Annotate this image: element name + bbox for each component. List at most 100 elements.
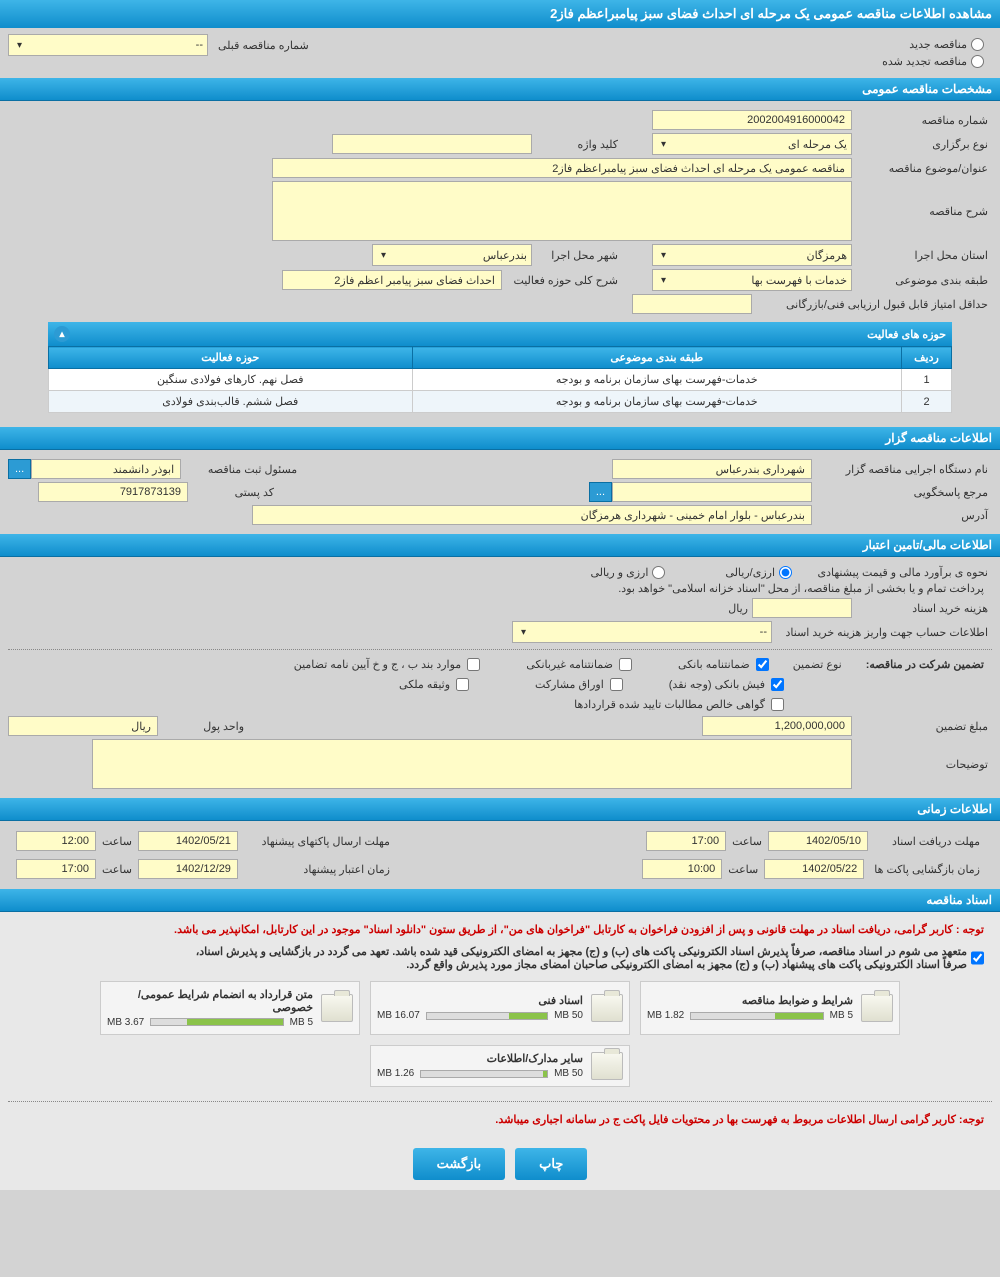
cb-property[interactable]: وثیقه ملکی: [399, 678, 469, 691]
cb-claims-label: گواهی خالص مطالبات تایید شده قراردادها: [574, 698, 765, 711]
city-value: بندرعباس: [483, 249, 527, 262]
cb-bonds[interactable]: اوراق مشارکت: [535, 678, 623, 691]
doc-used: 3.67 MB: [107, 1017, 144, 1028]
table-cell: خدمات-فهرست بهای سازمان برنامه و بودجه: [412, 391, 901, 413]
deadline-date: 1402/05/10: [768, 831, 868, 851]
folder-icon: [321, 994, 353, 1022]
desc-textarea[interactable]: [272, 181, 852, 241]
account-value: --: [760, 626, 767, 638]
section-docs: اسناد مناقصه: [0, 889, 1000, 912]
tender-no-label: شماره مناقصه: [852, 114, 992, 127]
progress-bar: [690, 1012, 823, 1020]
responder-label: مرجع پاسخگویی: [812, 486, 992, 499]
submit-date: 1402/05/21: [138, 831, 238, 851]
print-button[interactable]: چاپ: [515, 1148, 587, 1180]
time-label: ساعت: [732, 835, 762, 848]
collapse-icon[interactable]: ▴: [54, 326, 70, 342]
activity-desc-label: شرح کلی حوزه فعالیت: [502, 274, 622, 287]
back-button[interactable]: بازگشت: [413, 1148, 505, 1180]
chevron-down-icon: ▾: [13, 40, 22, 51]
doc-total: 5 MB: [290, 1017, 313, 1028]
guarantee-type-label: نوع تضمین: [777, 658, 858, 671]
category-select[interactable]: خدمات با فهرست بها▾: [652, 269, 852, 291]
cost-unit: ریال: [724, 602, 752, 615]
org-name-label: نام دستگاه اجرایی مناقصه گزار: [812, 463, 992, 476]
validity-label: زمان اعتبار پیشنهاد: [244, 863, 394, 876]
cb-nonbank-label: ضمانتنامه غیربانکی: [526, 658, 613, 671]
open-time: 10:00: [642, 859, 722, 879]
radio-renewed-label: مناقصه تجدید شده: [882, 55, 967, 68]
activity-table: ردیف طبقه بندی موضوعی حوزه فعالیت 1خدمات…: [48, 346, 952, 413]
activity-table-title: حوزه های فعالیت: [867, 328, 946, 341]
hold-type-select[interactable]: یک مرحله ای▾: [652, 133, 852, 155]
radio-new-label: مناقصه جدید: [909, 38, 967, 51]
responder-field[interactable]: [612, 482, 812, 502]
keyword-field[interactable]: [332, 134, 532, 154]
account-select[interactable]: --▾: [512, 621, 772, 643]
prev-num-label: شماره مناقصه قبلی: [214, 39, 313, 52]
activity-desc-field: احداث فضای سبز پیامبر اعظم فاز2: [282, 270, 502, 290]
doc-card[interactable]: متن قرارداد به انضمام شرایط عمومی/خصوصی 5…: [100, 981, 360, 1035]
cb-nonbank[interactable]: ضمانتنامه غیربانکی: [526, 658, 632, 671]
category-value: خدمات با فهرست بها: [751, 274, 847, 287]
doc-used: 1.82 MB: [647, 1010, 684, 1021]
table-cell: فصل ششم. قالب‌بندی فولادی: [49, 391, 413, 413]
docs-warning2a: متعهد می شوم در اسناد مناقصه، صرفاً پذیر…: [196, 945, 967, 958]
doc-total: 50 MB: [554, 1010, 583, 1021]
progress-bar: [426, 1012, 548, 1020]
radio-new[interactable]: مناقصه جدید: [780, 38, 984, 51]
table-cell: 2: [902, 391, 952, 413]
cb-bonds-label: اوراق مشارکت: [535, 678, 604, 691]
folder-icon: [591, 994, 623, 1022]
time-label: ساعت: [102, 863, 132, 876]
opt-r-label: ارزی و ریالی: [590, 566, 648, 579]
chevron-down-icon: ▾: [377, 250, 386, 261]
responder-more-button[interactable]: ...: [589, 482, 612, 502]
time-label: ساعت: [102, 835, 132, 848]
doc-total: 50 MB: [554, 1068, 583, 1079]
col-category: طبقه بندی موضوعی: [412, 347, 901, 369]
account-label: اطلاعات حساب جهت واریز هزینه خرید اسناد: [772, 626, 992, 639]
registrar-more-button[interactable]: ...: [8, 459, 31, 479]
table-cell: خدمات-فهرست بهای سازمان برنامه و بودجه: [412, 369, 901, 391]
table-row: 2خدمات-فهرست بهای سازمان برنامه و بودجهف…: [49, 391, 952, 413]
radio-r[interactable]: ارزی و ریالی: [590, 566, 665, 579]
address-label: آدرس: [812, 509, 992, 522]
category-label: طبقه بندی موضوعی: [852, 274, 992, 287]
doc-card[interactable]: سایر مدارک/اطلاعات50 MB1.26 MB: [370, 1045, 630, 1087]
doc-card[interactable]: اسناد فنی50 MB16.07 MB: [370, 981, 630, 1035]
amount-label: مبلغ تضمین: [852, 720, 992, 733]
city-label: شهر محل اجرا: [532, 249, 622, 262]
prev-num-select[interactable]: --▾: [8, 34, 208, 56]
min-score-label: حداقل امتیاز قابل قبول ارزیابی فنی/بازرگ…: [752, 298, 992, 311]
min-score-field[interactable]: [632, 294, 752, 314]
cb-bhj-label: موارد بند ب ، ج و خ آیین نامه تضامین: [294, 658, 461, 671]
deadline-label: مهلت دریافت اسناد: [874, 835, 984, 848]
address-field: بندرعباس - بلوار امام خمینی - شهرداری هر…: [252, 505, 812, 525]
deadline-time: 17:00: [646, 831, 726, 851]
commitment-checkbox[interactable]: [971, 945, 984, 971]
radio-ar[interactable]: ارزی/ریالی: [725, 566, 792, 579]
doc-title: متن قرارداد به انضمام شرایط عمومی/خصوصی: [107, 988, 313, 1014]
cost-field[interactable]: [752, 598, 852, 618]
title-label: عنوان/موضوع مناقصه: [852, 162, 992, 175]
province-select[interactable]: هرمزگان▾: [652, 244, 852, 266]
doc-title: شرایط و ضوابط مناقصه: [647, 994, 853, 1007]
progress-bar: [420, 1070, 548, 1078]
city-select[interactable]: بندرعباس ▾: [372, 244, 532, 266]
page-title: مشاهده اطلاعات مناقصه عمومی یک مرحله ای …: [0, 0, 1000, 28]
doc-card[interactable]: شرایط و ضوابط مناقصه5 MB1.82 MB: [640, 981, 900, 1035]
radio-renewed[interactable]: مناقصه تجدید شده: [780, 55, 984, 68]
cb-bhj[interactable]: موارد بند ب ، ج و خ آیین نامه تضامین: [294, 658, 480, 671]
progress-bar: [150, 1018, 283, 1026]
province-label: استان محل اجرا: [852, 249, 992, 262]
chevron-down-icon: ▾: [657, 139, 666, 150]
cb-cash[interactable]: فیش بانکی (وجه نقد): [669, 678, 784, 691]
estimate-label: نحوه ی برآورد مالی و قیمت پیشنهادی: [792, 566, 992, 579]
notes-textarea[interactable]: [92, 739, 852, 789]
currency-field: ریال: [8, 716, 158, 736]
desc-label: شرح مناقصه: [852, 205, 992, 218]
registrar-label: مسئول ثبت مناقصه: [181, 463, 301, 476]
cb-claims[interactable]: گواهی خالص مطالبات تایید شده قراردادها: [574, 698, 784, 711]
cb-bank[interactable]: ضمانتنامه بانکی: [678, 658, 769, 671]
